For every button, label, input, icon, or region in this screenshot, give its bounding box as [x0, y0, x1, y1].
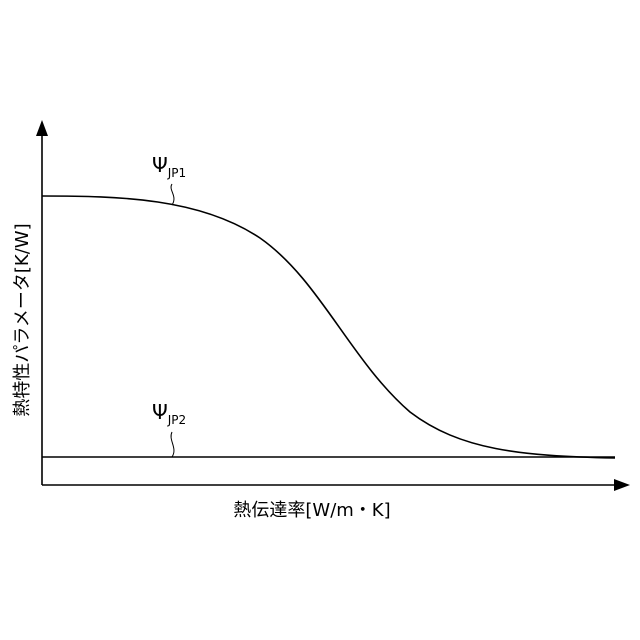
- symbol: Ψ: [152, 153, 168, 177]
- subscript: JP1: [167, 166, 186, 180]
- curve-jp1: [42, 196, 615, 458]
- diagram: ΨJP1 ΨJP2 熱特性パラメータ[K/W] 熱伝達率[W/m・K]: [0, 0, 640, 640]
- y-axis-label: 熱特性パラメータ[K/W]: [12, 223, 33, 416]
- y-axis-arrow: [36, 120, 48, 136]
- curve-label: ΨJP1: [152, 153, 186, 180]
- subscript: JP2: [167, 413, 186, 427]
- curve-label: ΨJP2: [152, 400, 186, 427]
- symbol: Ψ: [152, 400, 168, 424]
- x-axis-label: 熱伝達率[W/m・K]: [233, 500, 390, 521]
- leader-jp1: [171, 184, 174, 205]
- x-axis-arrow: [614, 479, 630, 491]
- leader-jp2: [171, 432, 174, 457]
